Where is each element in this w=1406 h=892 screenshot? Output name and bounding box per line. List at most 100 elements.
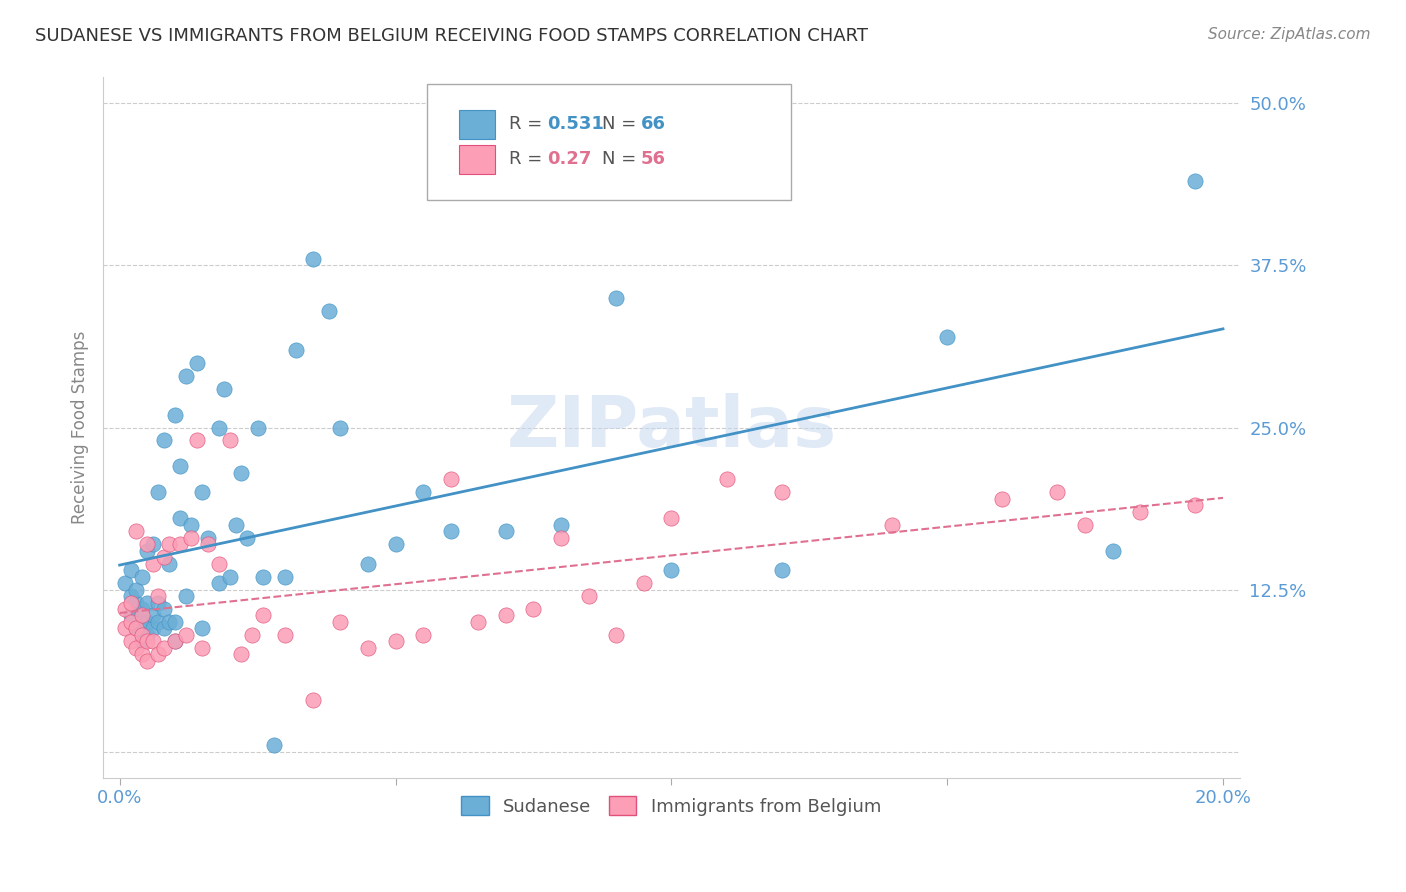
Point	[163, 634, 186, 648]
Point	[157, 537, 180, 551]
Point	[180, 531, 202, 545]
Point	[120, 634, 142, 648]
Point	[153, 622, 176, 636]
Point	[659, 511, 682, 525]
Point	[301, 252, 323, 266]
Text: N =: N =	[602, 115, 643, 133]
Point	[274, 628, 297, 642]
Point	[148, 648, 170, 662]
Point	[163, 615, 186, 629]
Legend: Sudanese, Immigrants from Belgium: Sudanese, Immigrants from Belgium	[453, 787, 890, 824]
Point	[125, 582, 148, 597]
Point	[153, 602, 176, 616]
Text: Source: ZipAtlas.com: Source: ZipAtlas.com	[1208, 27, 1371, 42]
Point	[120, 608, 142, 623]
Text: R =: R =	[509, 151, 548, 169]
FancyBboxPatch shape	[427, 85, 790, 200]
Point	[412, 628, 434, 642]
Point	[142, 634, 165, 648]
Point	[114, 602, 136, 616]
Point	[169, 537, 191, 551]
Point	[174, 368, 197, 383]
Point	[125, 622, 148, 636]
Point	[1074, 517, 1097, 532]
Point	[467, 615, 489, 629]
Point	[214, 382, 236, 396]
Point	[219, 434, 242, 448]
Point	[120, 615, 142, 629]
Point	[131, 628, 153, 642]
Point	[191, 622, 214, 636]
Point	[125, 595, 148, 609]
Point	[329, 615, 352, 629]
Point	[240, 628, 263, 642]
Point	[114, 622, 136, 636]
Point	[120, 589, 142, 603]
Point	[114, 576, 136, 591]
Point	[163, 408, 186, 422]
Point	[131, 634, 153, 648]
Point	[495, 608, 517, 623]
Point	[550, 531, 572, 545]
Point	[174, 589, 197, 603]
Point	[285, 343, 308, 357]
Point	[770, 485, 793, 500]
Text: 0.27: 0.27	[547, 151, 592, 169]
Point	[208, 420, 231, 434]
Point	[412, 485, 434, 500]
Point	[136, 628, 159, 642]
Point	[136, 634, 159, 648]
Point	[157, 557, 180, 571]
Text: ZIPatlas: ZIPatlas	[506, 393, 837, 462]
Point	[440, 524, 463, 539]
Point	[131, 648, 153, 662]
Point	[357, 557, 380, 571]
Point	[252, 608, 274, 623]
Point	[384, 634, 406, 648]
Point	[357, 640, 380, 655]
Point	[235, 531, 257, 545]
FancyBboxPatch shape	[458, 145, 495, 174]
Point	[329, 420, 352, 434]
Point	[1184, 498, 1206, 512]
Point	[252, 569, 274, 583]
Point	[208, 557, 231, 571]
Point	[219, 569, 242, 583]
Text: N =: N =	[602, 151, 643, 169]
Point	[186, 356, 208, 370]
Point	[225, 517, 247, 532]
Text: 56: 56	[641, 151, 665, 169]
Point	[522, 602, 544, 616]
Text: 0.531: 0.531	[547, 115, 605, 133]
Point	[174, 628, 197, 642]
Point	[136, 537, 159, 551]
Point	[578, 589, 600, 603]
Point	[880, 517, 903, 532]
Point	[148, 589, 170, 603]
Point	[131, 608, 153, 623]
Point	[136, 654, 159, 668]
Point	[936, 330, 959, 344]
Y-axis label: Receiving Food Stamps: Receiving Food Stamps	[72, 331, 89, 524]
Point	[148, 615, 170, 629]
Point	[125, 524, 148, 539]
Point	[605, 628, 627, 642]
Point	[125, 602, 148, 616]
Point	[186, 434, 208, 448]
Point	[120, 563, 142, 577]
Point	[197, 537, 219, 551]
Point	[191, 485, 214, 500]
Text: R =: R =	[509, 115, 548, 133]
FancyBboxPatch shape	[458, 110, 495, 139]
Point	[153, 640, 176, 655]
Point	[136, 615, 159, 629]
Point	[148, 485, 170, 500]
Point	[716, 472, 738, 486]
Point	[384, 537, 406, 551]
Point	[246, 420, 269, 434]
Point	[125, 622, 148, 636]
Point	[263, 738, 285, 752]
Point	[169, 459, 191, 474]
Point	[1101, 543, 1123, 558]
Point	[440, 472, 463, 486]
